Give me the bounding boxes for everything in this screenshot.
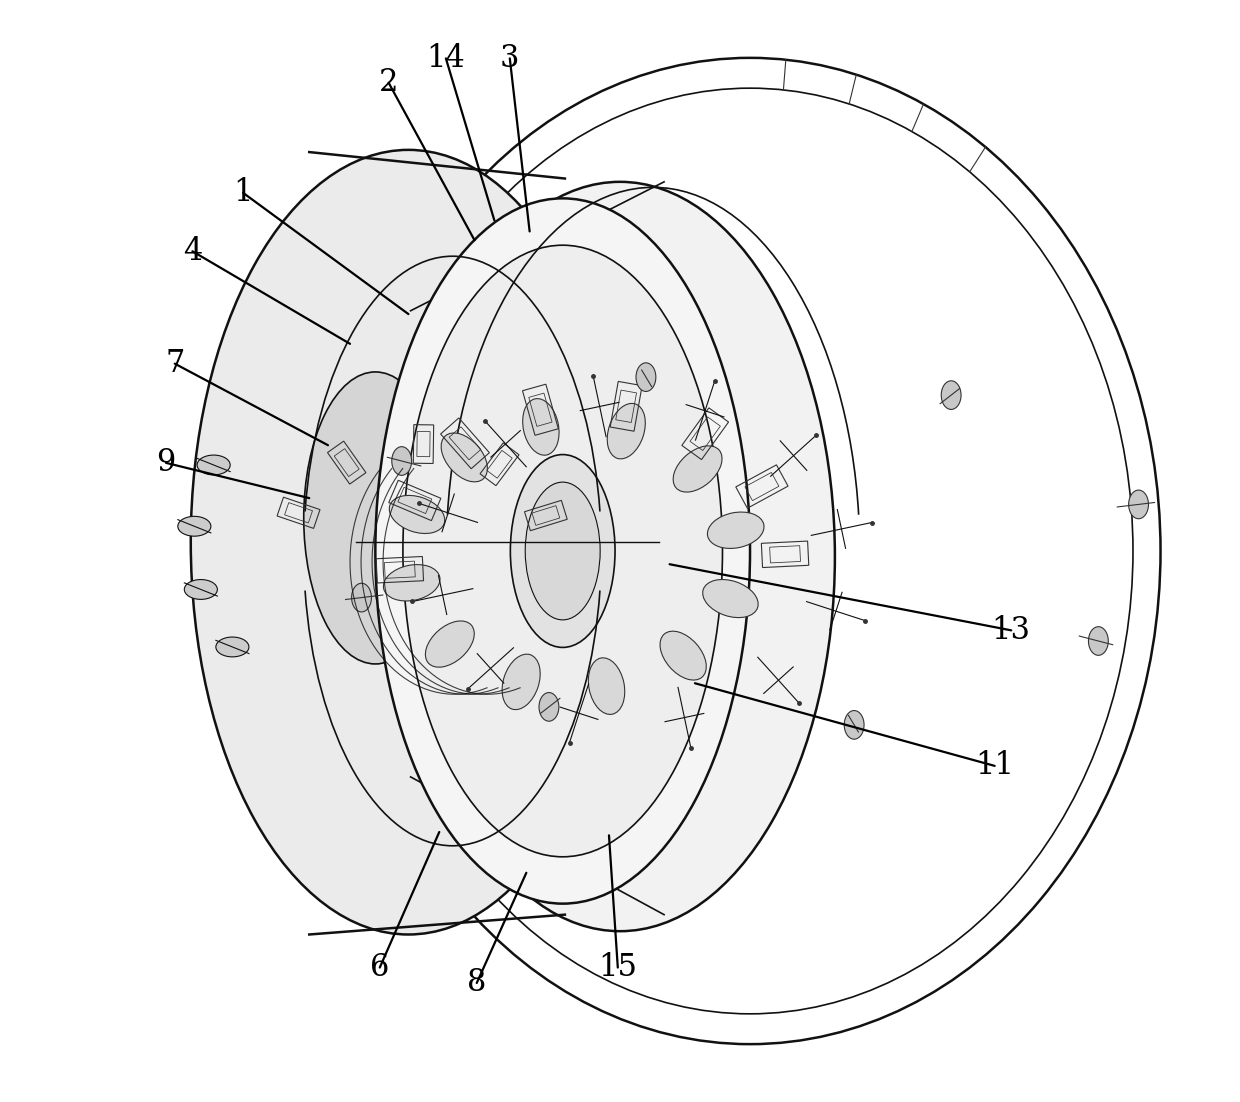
Ellipse shape xyxy=(673,446,722,493)
Ellipse shape xyxy=(441,433,487,482)
Ellipse shape xyxy=(216,637,249,657)
Ellipse shape xyxy=(539,692,559,721)
Text: 14: 14 xyxy=(427,43,465,74)
Ellipse shape xyxy=(660,631,707,680)
Ellipse shape xyxy=(389,496,445,533)
Text: 6: 6 xyxy=(370,952,389,983)
Ellipse shape xyxy=(636,363,656,391)
Ellipse shape xyxy=(502,655,541,710)
Ellipse shape xyxy=(526,483,600,619)
Ellipse shape xyxy=(185,580,217,599)
Text: 13: 13 xyxy=(992,615,1030,646)
Ellipse shape xyxy=(844,711,864,739)
Ellipse shape xyxy=(191,150,626,934)
Ellipse shape xyxy=(941,381,961,410)
Ellipse shape xyxy=(608,403,645,458)
Text: 4: 4 xyxy=(182,236,202,267)
Text: 3: 3 xyxy=(500,43,520,74)
Ellipse shape xyxy=(1128,490,1148,519)
Ellipse shape xyxy=(304,372,446,663)
Text: 7: 7 xyxy=(165,348,185,379)
Ellipse shape xyxy=(197,455,231,475)
Ellipse shape xyxy=(708,512,764,549)
Text: 8: 8 xyxy=(467,968,486,998)
Text: 1: 1 xyxy=(233,177,253,208)
Text: 9: 9 xyxy=(156,447,176,478)
Text: 2: 2 xyxy=(379,67,398,98)
Ellipse shape xyxy=(392,446,412,475)
Ellipse shape xyxy=(383,564,440,601)
Ellipse shape xyxy=(511,455,615,648)
Text: 15: 15 xyxy=(598,952,637,983)
Ellipse shape xyxy=(405,182,835,931)
Ellipse shape xyxy=(1089,627,1109,656)
Text: 11: 11 xyxy=(975,750,1014,781)
Ellipse shape xyxy=(703,580,758,617)
Ellipse shape xyxy=(352,583,372,612)
Ellipse shape xyxy=(177,517,211,537)
Ellipse shape xyxy=(403,245,723,857)
Ellipse shape xyxy=(376,198,750,904)
Ellipse shape xyxy=(588,658,625,714)
Ellipse shape xyxy=(425,620,474,667)
Ellipse shape xyxy=(523,399,559,455)
